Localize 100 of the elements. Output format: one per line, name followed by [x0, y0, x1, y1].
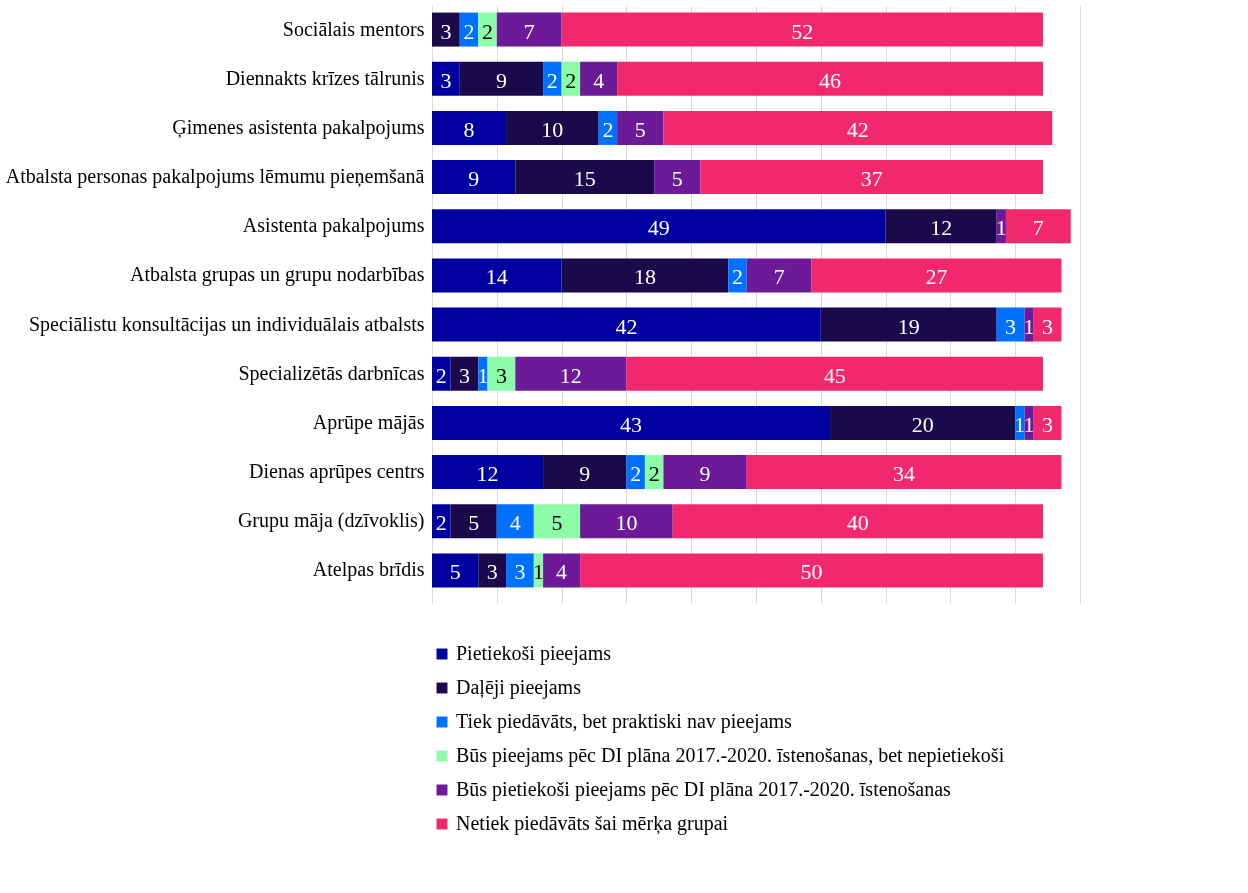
data-label: 5 [671, 166, 683, 192]
data-label: 7 [773, 264, 785, 290]
bar [663, 110, 1053, 145]
data-label: 3 [495, 362, 507, 388]
bar [478, 12, 497, 47]
bar [580, 61, 618, 96]
bar [432, 504, 451, 539]
data-label: 4 [509, 510, 521, 536]
data-label: 27 [925, 264, 948, 290]
data-label: 49 [647, 215, 670, 241]
data-label: 4 [593, 67, 605, 93]
data-label: 46 [819, 67, 842, 93]
bar [728, 258, 747, 293]
bar [506, 110, 599, 145]
legend-label: Netiek piedāvāts šai mērķa grupai [456, 812, 729, 835]
data-label: 9 [495, 67, 507, 93]
data-label: 2 [482, 18, 494, 44]
data-label: 5 [468, 510, 480, 536]
bar [432, 307, 821, 342]
bar [672, 504, 1043, 539]
bar [533, 504, 581, 539]
bar [1024, 405, 1034, 440]
data-label: 4 [556, 559, 568, 585]
data-label: 7 [1032, 215, 1044, 241]
data-label: 42 [615, 313, 638, 339]
bar [885, 209, 997, 244]
bar [432, 455, 544, 490]
data-label: 2 [565, 67, 577, 93]
y-tick-label: Diennakts krīzes tālrunis [225, 66, 425, 89]
data-label: 2 [463, 18, 475, 44]
data-label: 9 [699, 461, 711, 487]
data-label: 5 [449, 559, 461, 585]
data-label: 3 [440, 67, 452, 93]
data-label: 37 [860, 166, 883, 192]
data-label: 3 [514, 559, 526, 585]
y-tick-label: Atelpas brīdis [312, 558, 425, 582]
bar [432, 405, 831, 440]
data-label: 1 [995, 215, 1007, 241]
data-label: 9 [579, 461, 591, 487]
bar [478, 553, 507, 588]
bar [487, 356, 516, 391]
bar [450, 356, 479, 391]
data-label: 45 [823, 362, 846, 388]
data-label: 1 [1014, 411, 1026, 437]
legend-label: Daļēji pieejams [456, 676, 582, 699]
bar [543, 455, 627, 490]
legend-label: Būs pieejams pēc DI plāna 2017.-2020. īstenošanas, bet nepietiekoši [456, 744, 1005, 767]
bar [617, 61, 1043, 96]
data-label: 34 [893, 461, 916, 487]
data-label: 8 [463, 116, 475, 142]
data-label: 1 [532, 559, 544, 585]
data-label: 3 [1042, 411, 1054, 437]
data-label: 50 [800, 559, 823, 585]
bar [432, 12, 460, 47]
data-label: 12 [559, 362, 582, 388]
data-label: 12 [930, 215, 953, 241]
data-label: 2 [435, 510, 447, 536]
bar [1024, 307, 1034, 342]
bar [432, 553, 479, 588]
bar [543, 553, 581, 588]
bar [561, 258, 729, 293]
data-label: 1 [1023, 313, 1035, 339]
bar [432, 356, 451, 391]
bar [432, 110, 507, 145]
y-tick-label: Speciālistu konsultācijas un individuālais atbalsts [29, 312, 425, 336]
legend-label: Tiek piedāvāts, bet praktiski nav pieejams [456, 710, 793, 733]
bar [432, 61, 460, 96]
bar [1033, 405, 1062, 440]
bar [543, 61, 562, 96]
bar [746, 455, 1062, 490]
data-label: 18 [633, 264, 656, 290]
data-label: 20 [911, 411, 934, 437]
bar [496, 12, 562, 47]
bar [478, 356, 488, 391]
y-tick-label: Specializētās darbnīcas [238, 361, 425, 385]
data-label: 2 [731, 264, 743, 290]
bar [515, 160, 655, 195]
bar [996, 307, 1025, 342]
y-tick-label: Dienas aprūpes centrs [249, 460, 425, 484]
bar [746, 258, 812, 293]
y-tick-label: Asistenta pakalpojums [242, 214, 425, 238]
data-label: 19 [897, 313, 920, 339]
data-label: 9 [468, 166, 480, 192]
data-label: 3 [1042, 313, 1054, 339]
y-tick-label: Grupu māja (dzīvoklis) [237, 509, 425, 533]
bar [580, 504, 673, 539]
data-label: 43 [620, 411, 643, 437]
data-label: 1 [1023, 411, 1035, 437]
legend-label: Būs pietiekoši pieejams pēc DI plāna 2017.-2020. īstenošanas [456, 778, 952, 801]
data-label: 40 [846, 510, 869, 536]
bar [663, 455, 747, 490]
data-label: 10 [541, 116, 564, 142]
y-tick-label: Atbalsta grupas un grupu nodarbības [130, 263, 425, 287]
data-label: 3 [1005, 313, 1017, 339]
data-label: 2 [602, 116, 614, 142]
bar [1033, 307, 1062, 342]
bar [432, 209, 886, 244]
data-label: 12 [476, 461, 499, 487]
bar [432, 258, 562, 293]
y-tick-label: Atbalsta personas pakalpojums lēmumu pieņemšanā [5, 165, 425, 189]
